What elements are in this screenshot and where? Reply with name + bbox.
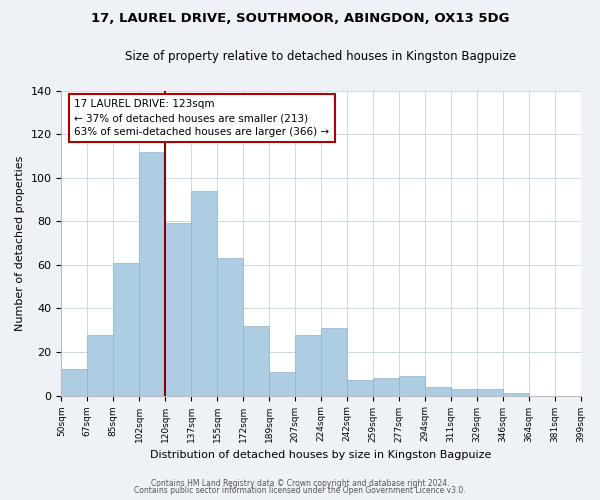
Bar <box>243 326 269 396</box>
Text: 17 LAUREL DRIVE: 123sqm
← 37% of detached houses are smaller (213)
63% of semi-d: 17 LAUREL DRIVE: 123sqm ← 37% of detache… <box>74 100 329 138</box>
Bar <box>295 334 321 396</box>
Bar <box>451 389 476 396</box>
X-axis label: Distribution of detached houses by size in Kingston Bagpuize: Distribution of detached houses by size … <box>150 450 491 460</box>
Bar <box>503 394 529 396</box>
Bar <box>425 387 451 396</box>
Y-axis label: Number of detached properties: Number of detached properties <box>15 156 25 331</box>
Text: Contains HM Land Registry data © Crown copyright and database right 2024.: Contains HM Land Registry data © Crown c… <box>151 478 449 488</box>
Bar <box>347 380 373 396</box>
Bar <box>373 378 399 396</box>
Bar <box>113 262 139 396</box>
Bar <box>191 191 217 396</box>
Bar <box>139 152 165 396</box>
Bar <box>88 334 113 396</box>
Bar <box>269 372 295 396</box>
Text: Contains public sector information licensed under the Open Government Licence v3: Contains public sector information licen… <box>134 486 466 495</box>
Bar <box>321 328 347 396</box>
Bar <box>476 389 503 396</box>
Text: 17, LAUREL DRIVE, SOUTHMOOR, ABINGDON, OX13 5DG: 17, LAUREL DRIVE, SOUTHMOOR, ABINGDON, O… <box>91 12 509 26</box>
Bar <box>399 376 425 396</box>
Bar <box>165 224 191 396</box>
Bar <box>61 370 88 396</box>
Bar <box>217 258 243 396</box>
Title: Size of property relative to detached houses in Kingston Bagpuize: Size of property relative to detached ho… <box>125 50 517 63</box>
